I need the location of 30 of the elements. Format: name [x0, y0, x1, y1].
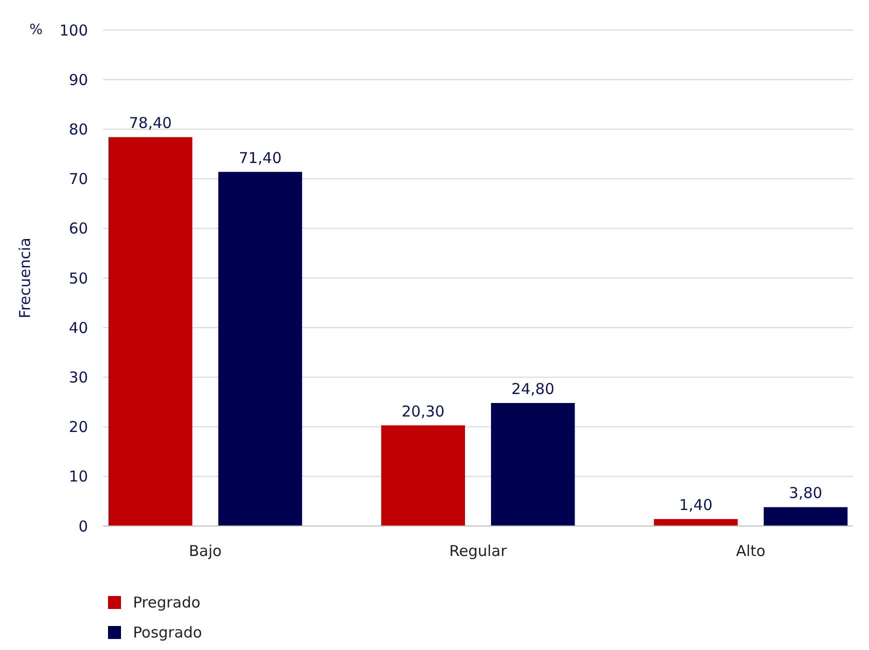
legend-label: Posgrado — [133, 623, 202, 642]
bar — [108, 137, 192, 526]
bar — [654, 519, 738, 526]
data-label: 3,80 — [788, 484, 822, 502]
y-tick-label: 60 — [68, 220, 88, 238]
y-tick-label: 0 — [78, 517, 88, 536]
x-tick-label: Bajo — [188, 542, 222, 560]
y-tick-label: 30 — [68, 368, 88, 386]
y-tick-label: 40 — [68, 318, 88, 337]
text: % — [29, 22, 43, 38]
y-tick-label: 100 — [59, 21, 88, 40]
y-axis-title: Frecuencia — [16, 238, 34, 318]
data-label: 71,40 — [238, 148, 282, 167]
bar — [491, 402, 575, 526]
y-tick-label: 80 — [68, 120, 88, 138]
x-tick-label: Regular — [449, 542, 508, 560]
y-tick-label: 90 — [68, 70, 88, 89]
x-tick-label: Alto — [736, 542, 766, 560]
data-label: 1,40 — [679, 496, 713, 514]
data-label: 24,80 — [511, 380, 554, 398]
y-tick-label: 50 — [68, 269, 88, 288]
bar — [764, 507, 848, 526]
data-label: 78,40 — [128, 114, 172, 132]
data-label: 20,30 — [402, 402, 445, 420]
y-tick-label: 20 — [68, 418, 88, 436]
y-tick-label: 70 — [68, 170, 88, 188]
y-tick-label: 10 — [68, 468, 88, 486]
legend-label: Pregrado — [133, 593, 200, 612]
bar — [218, 172, 302, 526]
bar — [381, 425, 465, 526]
